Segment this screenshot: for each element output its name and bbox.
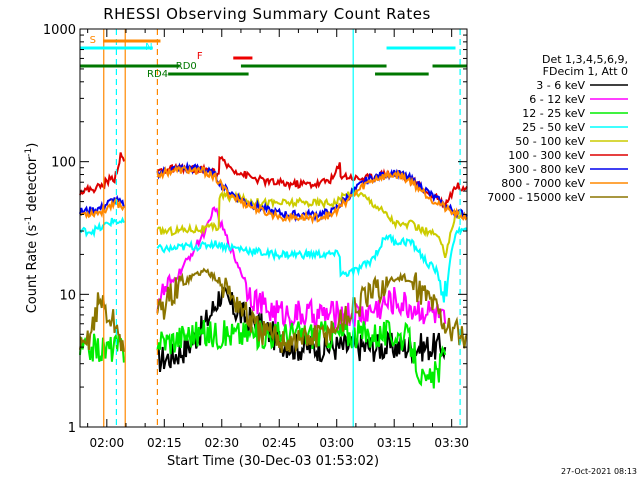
y-tick-label: 1000 — [43, 23, 76, 38]
legend-label: 6 - 12 keV — [529, 93, 585, 106]
axes: 02:00 02:15 02:30 02:45 03:00 03:15 03:30 1 10 10… — [43, 23, 469, 450]
x-tick-label: 02:30 — [204, 436, 239, 450]
legend-header: Det 1,3,4,5,6,9, — [542, 53, 628, 66]
series-line — [156, 187, 468, 258]
y-tick-label: 10 — [59, 288, 76, 303]
flag-label: F — [197, 51, 203, 62]
flag-label: S — [90, 35, 96, 46]
chart-title: RHESSI Observing Summary Count Rates — [103, 5, 431, 23]
legend-header: FDecim 1, Att 0 — [543, 65, 628, 78]
legend: Det 1,3,4,5,6,9,FDecim 1, Att 03 - 6 keV… — [487, 53, 628, 204]
x-tick-label: 02:45 — [262, 436, 297, 450]
legend-label: 3 - 6 keV — [536, 79, 585, 92]
flag-label: RD0 — [176, 61, 197, 72]
legend-label: 7000 - 15000 keV — [487, 191, 585, 204]
flag-label: N — [145, 42, 152, 53]
legend-label: 300 - 800 keV — [508, 163, 585, 176]
plot-frame — [79, 28, 468, 428]
series-line — [156, 284, 447, 373]
series-line — [79, 267, 468, 353]
flag-label: RD4 — [147, 69, 168, 80]
legend-label: 100 - 300 keV — [508, 149, 585, 162]
series-line — [156, 206, 447, 332]
y-axis-label: Count Rate (s-1 detector-1) — [24, 143, 40, 314]
legend-label: 25 - 50 keV — [522, 121, 585, 134]
legend-label: 800 - 7000 keV — [501, 177, 585, 190]
x-tick-label: 03:30 — [434, 436, 469, 450]
legend-label: 50 - 100 keV — [515, 135, 585, 148]
legend-label: 12 - 25 keV — [522, 107, 585, 120]
x-tick-label: 03:15 — [377, 436, 412, 450]
series-line — [79, 216, 468, 303]
x-axis-label: Start Time (30-Dec-03 01:53:02) — [167, 454, 379, 469]
y-tick-label: 100 — [51, 156, 76, 171]
footer-timestamp: 27-Oct-2021 08:13 — [561, 467, 637, 476]
x-tick-label: 02:15 — [147, 436, 182, 450]
y-tick-label: 1 — [68, 421, 76, 436]
x-tick-label: 03:00 — [319, 436, 354, 450]
x-tick-label: 02:00 — [90, 436, 125, 450]
series-line — [79, 161, 468, 223]
